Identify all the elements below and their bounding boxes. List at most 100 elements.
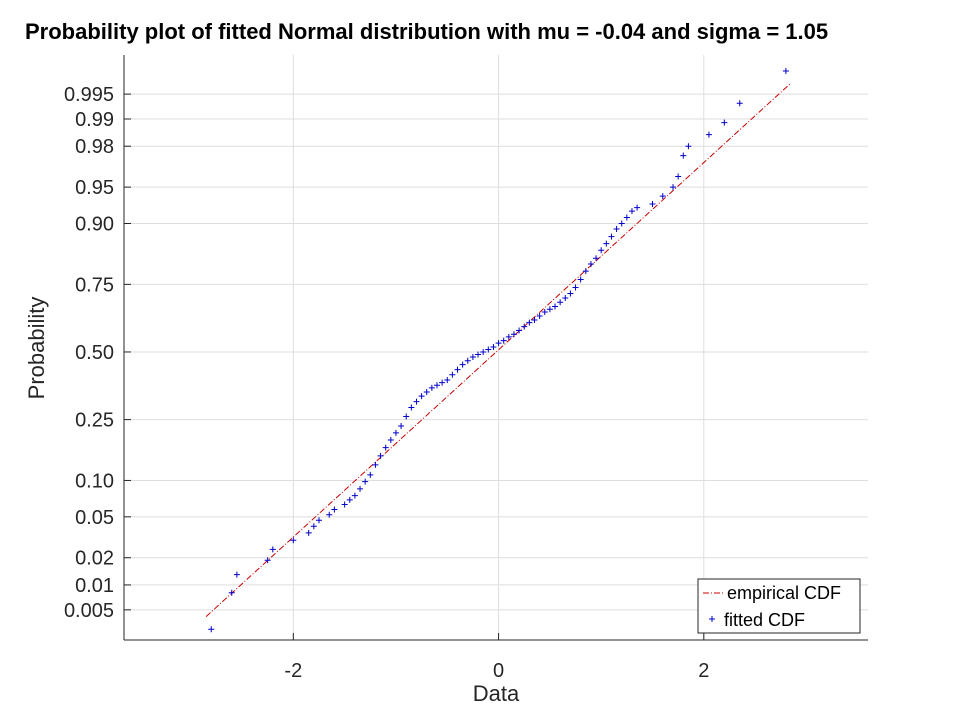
fitted-cdf-point [459,361,466,368]
fitted-cdf-point [526,319,533,326]
fitted-cdf-point [454,366,461,373]
fitted-cdf-point [367,471,374,478]
fitted-cdf-point [423,388,430,395]
fitted-cdf-point [387,436,394,443]
fitted-cdf-point [372,461,379,468]
fitted-cdf-point [290,537,297,544]
fitted-cdf-point [351,492,358,499]
fitted-cdf-point [628,208,635,215]
fitted-cdf-point [536,313,543,320]
fitted-cdf-series [208,68,789,633]
fitted-cdf-point [233,571,240,578]
fitted-cdf-point [485,346,492,353]
fitted-cdf-point [649,201,656,208]
fitted-cdf-point [500,337,507,344]
fitted-cdf-point [659,193,666,200]
fitted-cdf-point [326,511,333,518]
fitted-cdf-point [428,384,435,391]
axes [123,55,868,641]
grid-lines [124,55,868,640]
y-tick-label: 0.95 [75,177,114,199]
legend: empirical CDF fitted CDF [697,578,861,634]
fitted-cdf-point [490,343,497,350]
y-tick-label: 0.005 [64,600,114,622]
y-tick-label: 0.10 [75,470,114,492]
fitted-cdf-point [357,485,364,492]
chart-title: Probability plot of fitted Normal distri… [25,19,828,44]
fitted-cdf-point [552,303,559,310]
fitted-cdf-point [572,284,579,291]
fitted-cdf-point [362,478,369,485]
fitted-cdf-point [341,501,348,508]
y-tick-label: 0.90 [75,213,114,235]
fitted-cdf-point [577,276,584,283]
legend-marker-swatch [709,616,715,622]
fitted-cdf-point [736,100,743,107]
fitted-cdf-point [377,452,384,459]
x-tick-label: -2 [284,660,302,682]
fitted-cdf-point [433,382,440,389]
fitted-cdf-point [557,299,564,306]
fitted-cdf-point [510,331,517,338]
fitted-cdf-point [469,353,476,360]
fitted-cdf-point [305,529,312,536]
fitted-cdf-point [721,119,728,126]
fitted-cdf-point [495,340,502,347]
fitted-cdf-point [269,546,276,553]
fitted-cdf-point [603,240,610,247]
y-tick-label: 0.25 [75,410,114,432]
legend-box [697,578,861,634]
fitted-cdf-point [449,371,456,378]
fitted-cdf-point [593,255,600,262]
fitted-cdf-point [403,413,410,420]
fitted-cdf-point [464,357,471,364]
plot-area [124,55,868,640]
fitted-cdf-point [480,348,487,355]
y-tick-label: 0.995 [64,84,114,106]
fitted-cdf-point [567,290,574,297]
fitted-cdf-point [439,379,446,386]
x-tick-label: 0 [493,660,504,682]
fitted-cdf-point [398,423,405,430]
x-axis-label: Data [473,681,520,706]
fitted-cdf-point [782,68,789,75]
fitted-cdf-point [705,131,712,138]
fitted-cdf-point [418,393,425,400]
y-tick-label: 0.01 [75,575,114,597]
fitted-cdf-point [315,517,322,524]
y-tick-label: 0.05 [75,507,114,529]
fitted-cdf-point [408,404,415,411]
fitted-cdf-point [331,506,338,513]
fitted-cdf-point [613,226,620,233]
fitted-cdf-point [634,204,641,211]
fitted-cdf-point [521,323,528,330]
y-tick-label: 0.99 [75,109,114,131]
fitted-cdf-point [598,247,605,254]
fitted-cdf-point [264,557,271,564]
fitted-cdf-point [623,214,630,221]
fitted-cdf-point [516,327,523,334]
fitted-cdf-point [208,626,215,633]
fitted-cdf-point [346,496,353,503]
fitted-cdf-point [618,220,625,227]
fitted-cdf-point [505,333,512,340]
y-tick-label: 0.50 [75,342,114,364]
fitted-cdf-point [382,444,389,451]
legend-label-fitted: fitted CDF [724,610,805,630]
fitted-cdf-point [531,317,538,324]
fitted-cdf-point [541,308,548,315]
fitted-cdf-point [675,173,682,180]
y-tick-label: 0.75 [75,274,114,296]
y-axis-ticks: 0.005 0.01 0.02 0.05 0.10 0.25 0.50 0.75 0.90 0.9… [64,84,131,622]
legend-label-empirical: empirical CDF [727,583,841,603]
fitted-cdf-point [670,184,677,191]
fitted-cdf-point [475,351,482,358]
fitted-cdf-point [228,589,235,596]
x-tick-label: 2 [698,660,709,682]
y-tick-label: 0.02 [75,548,114,570]
fitted-cdf-point [685,143,692,150]
fitted-cdf-point [392,429,399,436]
fitted-cdf-point [587,260,594,267]
fitted-cdf-point [413,398,420,405]
fitted-cdf-point [444,376,451,383]
